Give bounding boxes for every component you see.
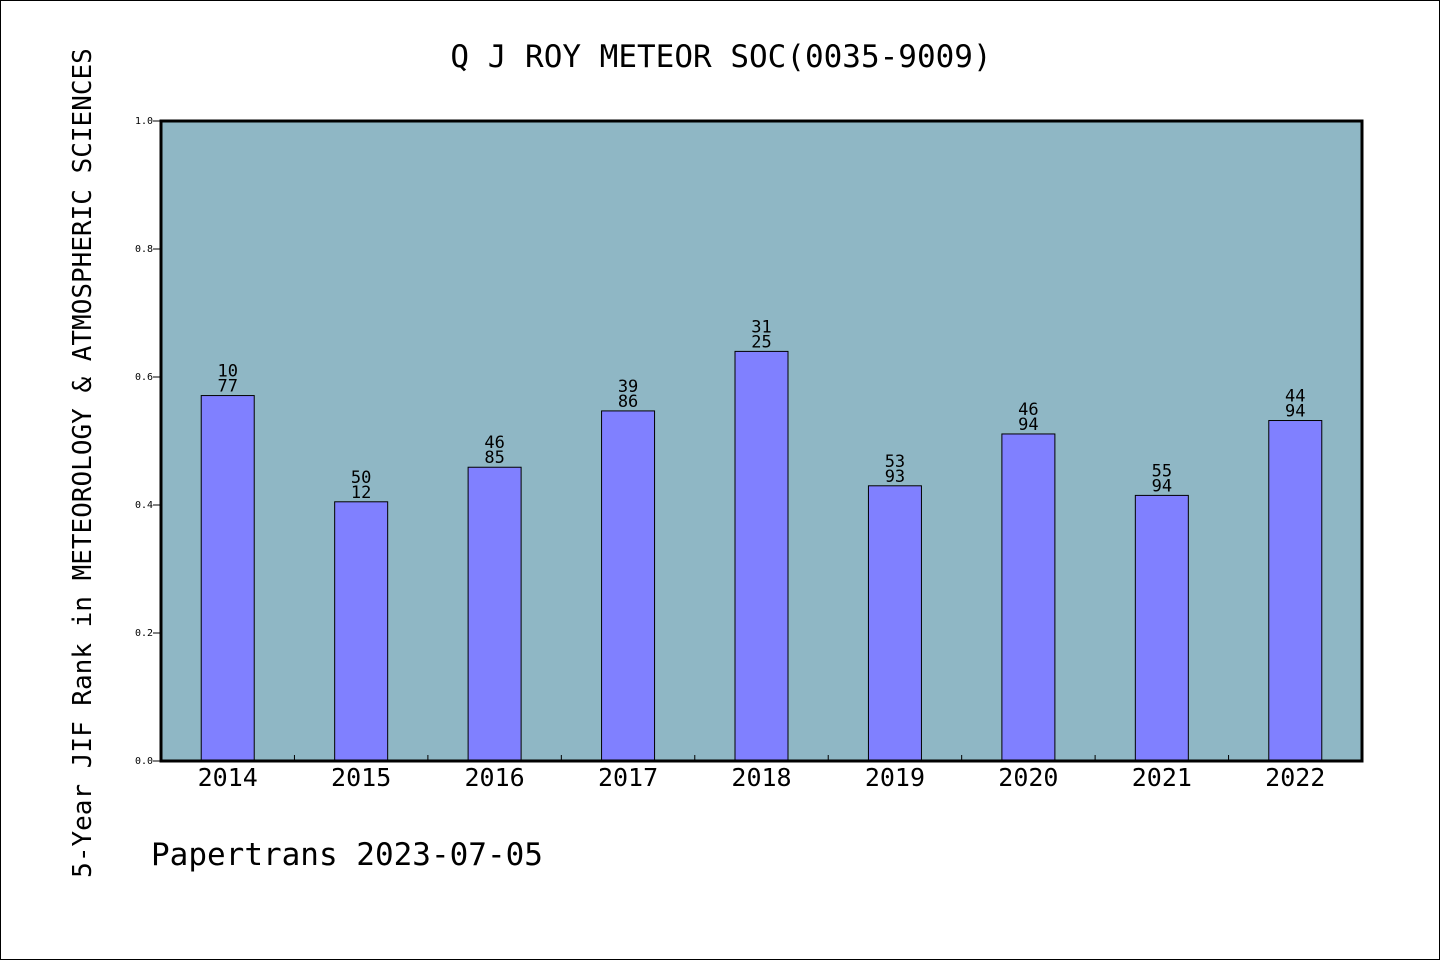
y-tick-label: 0.6 [135,372,153,383]
y-tick-label: 1.0 [135,116,153,127]
bar-data-label: 94 [1285,402,1305,422]
y-tick-label: 0.2 [135,628,153,639]
bar-data-label: 31 [751,317,771,337]
bar-data-label: 53 [885,452,905,472]
bar-data-label: 94 [1152,476,1172,496]
bar-data-label: 44 [1285,387,1305,407]
plot-border [159,119,1364,763]
x-tick-label: 2017 [598,763,658,792]
bar-data-label: 46 [1018,400,1038,420]
bar-data-label: 85 [484,448,504,468]
y-tick-label: 0.0 [135,756,153,767]
x-tick-label: 2022 [1265,763,1325,792]
x-tick-label: 2021 [1132,763,1192,792]
bar [200,395,255,762]
x-tick-labels: 2014 2015 2016 2017 2018 2019 2020 2021 2022 [198,755,1325,792]
y-tick-label: 0.4 [135,500,153,511]
bar-data-label: 39 [618,377,638,397]
bar [467,466,522,762]
bar [734,350,789,762]
bar-data-label: 12 [351,483,371,503]
x-tick-label: 2020 [998,763,1058,792]
bar-data-label: 10 [217,362,237,382]
bar [601,410,656,762]
bar [1268,420,1323,762]
bar-data-label: 55 [1152,461,1172,481]
x-tick-label: 2014 [198,763,258,792]
bar-data-label: 50 [351,468,371,488]
x-tick-label: 2015 [331,763,391,792]
x-tick-label: 2018 [731,763,791,792]
bar-data-label: 93 [885,467,905,487]
y-tick-label: 0.8 [135,244,153,255]
y-ticks: 0.0 0.2 0.4 0.6 0.8 1.0 [135,116,161,767]
bar-data-label: 94 [1018,415,1038,435]
chart-title: Q J ROY METEOR SOC(0035-9009) [450,39,991,75]
bar [334,501,389,762]
bar [1134,494,1189,762]
bar-data-label: 86 [618,392,638,412]
footer-text: Papertrans 2023-07-05 [151,837,543,873]
bar [867,485,922,762]
bar-data-label: 46 [484,433,504,453]
y-axis-label: 5-Year JIF Rank in METEOROLOGY & ATMOSPH… [68,48,98,878]
x-tick-label: 2019 [865,763,925,792]
bar-data-label: 25 [751,332,771,352]
bar [1001,433,1056,762]
bar-data-label: 77 [217,377,237,397]
x-tick-label: 2016 [465,763,525,792]
